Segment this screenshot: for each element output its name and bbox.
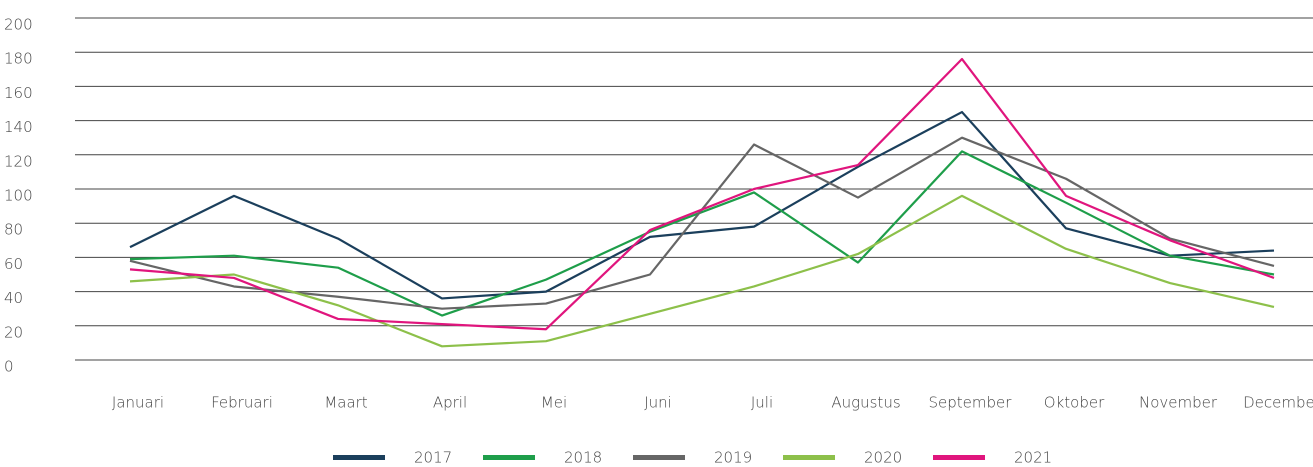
y-tick-label: 200 <box>4 16 33 34</box>
y-tick-label: 160 <box>4 84 33 102</box>
legend-swatch <box>633 455 685 460</box>
legend-swatch <box>483 455 535 460</box>
x-tick-label: Oktober <box>1044 394 1105 412</box>
y-tick-label: 60 <box>4 255 23 273</box>
legend-label: 2021 <box>1014 449 1052 467</box>
series-line <box>129 110 1275 300</box>
x-tick-label: December <box>1243 394 1313 412</box>
x-tick-label: Januari <box>112 394 164 412</box>
x-tick-label: Mei <box>541 394 567 412</box>
legend-label: 2017 <box>414 449 452 467</box>
y-tick-label: 120 <box>4 152 33 170</box>
y-tick-label: 180 <box>4 50 33 68</box>
x-tick-label: Februari <box>211 394 273 412</box>
legend-label: 2019 <box>714 449 752 467</box>
legend-label: 2018 <box>564 449 602 467</box>
series-line <box>129 194 1275 348</box>
x-tick-label: Augustus <box>831 394 900 412</box>
legend-swatch <box>333 455 385 460</box>
x-tick-label: November <box>1139 394 1218 412</box>
x-tick-label: Juni <box>644 394 672 412</box>
y-tick-label: 140 <box>4 118 33 136</box>
series-line <box>129 150 1275 317</box>
x-tick-label: Maart <box>324 394 367 412</box>
x-tick-label: April <box>433 394 467 412</box>
y-tick-label: 80 <box>4 221 23 239</box>
x-tick-label: September <box>929 394 1013 412</box>
y-tick-label: 0 <box>4 358 14 376</box>
x-tick-label: Juli <box>751 394 773 412</box>
y-tick-label: 20 <box>4 323 23 341</box>
y-tick-label: 100 <box>4 187 33 205</box>
series-line <box>129 57 1275 331</box>
legend-swatch <box>933 455 985 460</box>
legend-swatch <box>783 455 835 460</box>
legend-label: 2020 <box>864 449 902 467</box>
y-tick-label: 40 <box>4 289 23 307</box>
